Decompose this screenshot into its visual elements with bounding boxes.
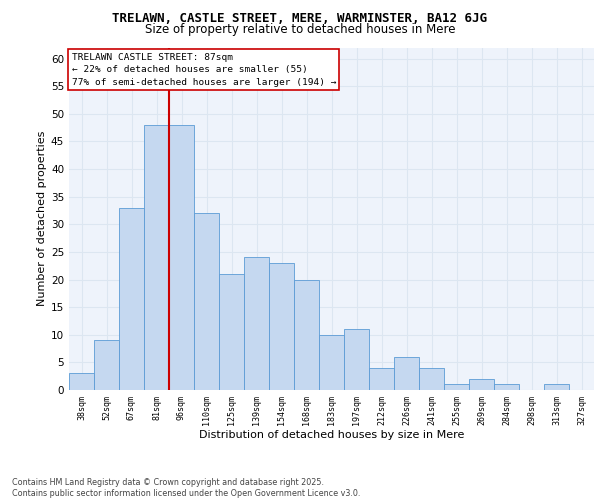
X-axis label: Distribution of detached houses by size in Mere: Distribution of detached houses by size … <box>199 430 464 440</box>
Bar <box>494 384 519 390</box>
Bar <box>394 357 419 390</box>
Bar <box>419 368 444 390</box>
Bar <box>344 329 369 390</box>
Bar <box>219 274 244 390</box>
Text: TRELAWN CASTLE STREET: 87sqm
← 22% of detached houses are smaller (55)
77% of se: TRELAWN CASTLE STREET: 87sqm ← 22% of de… <box>71 52 336 86</box>
Bar <box>144 125 169 390</box>
Y-axis label: Number of detached properties: Number of detached properties <box>37 131 47 306</box>
Bar <box>469 379 494 390</box>
Bar <box>69 374 94 390</box>
Bar <box>169 125 194 390</box>
Text: Contains HM Land Registry data © Crown copyright and database right 2025.
Contai: Contains HM Land Registry data © Crown c… <box>12 478 361 498</box>
Bar <box>444 384 469 390</box>
Bar <box>319 335 344 390</box>
Text: TRELAWN, CASTLE STREET, MERE, WARMINSTER, BA12 6JG: TRELAWN, CASTLE STREET, MERE, WARMINSTER… <box>113 12 487 26</box>
Bar <box>244 258 269 390</box>
Bar <box>294 280 319 390</box>
Bar <box>194 213 219 390</box>
Bar <box>94 340 119 390</box>
Bar <box>119 208 144 390</box>
Bar <box>544 384 569 390</box>
Bar <box>369 368 394 390</box>
Text: Size of property relative to detached houses in Mere: Size of property relative to detached ho… <box>145 22 455 36</box>
Bar <box>269 263 294 390</box>
